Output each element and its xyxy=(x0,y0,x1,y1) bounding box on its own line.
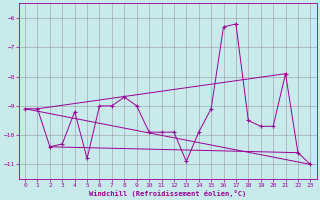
X-axis label: Windchill (Refroidissement éolien,°C): Windchill (Refroidissement éolien,°C) xyxy=(89,190,246,197)
